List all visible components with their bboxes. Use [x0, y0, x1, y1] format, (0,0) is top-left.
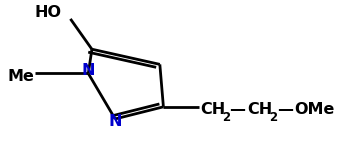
Text: CH: CH	[247, 102, 273, 117]
Text: 2: 2	[222, 111, 230, 124]
Text: N: N	[108, 114, 122, 129]
Text: 2: 2	[269, 111, 277, 124]
Text: OMe: OMe	[295, 102, 335, 117]
Text: HO: HO	[35, 5, 62, 20]
Text: Me: Me	[8, 69, 35, 84]
Text: —: —	[229, 102, 246, 117]
Text: —: —	[277, 102, 293, 117]
Text: CH: CH	[200, 102, 225, 117]
Text: N: N	[81, 63, 95, 78]
